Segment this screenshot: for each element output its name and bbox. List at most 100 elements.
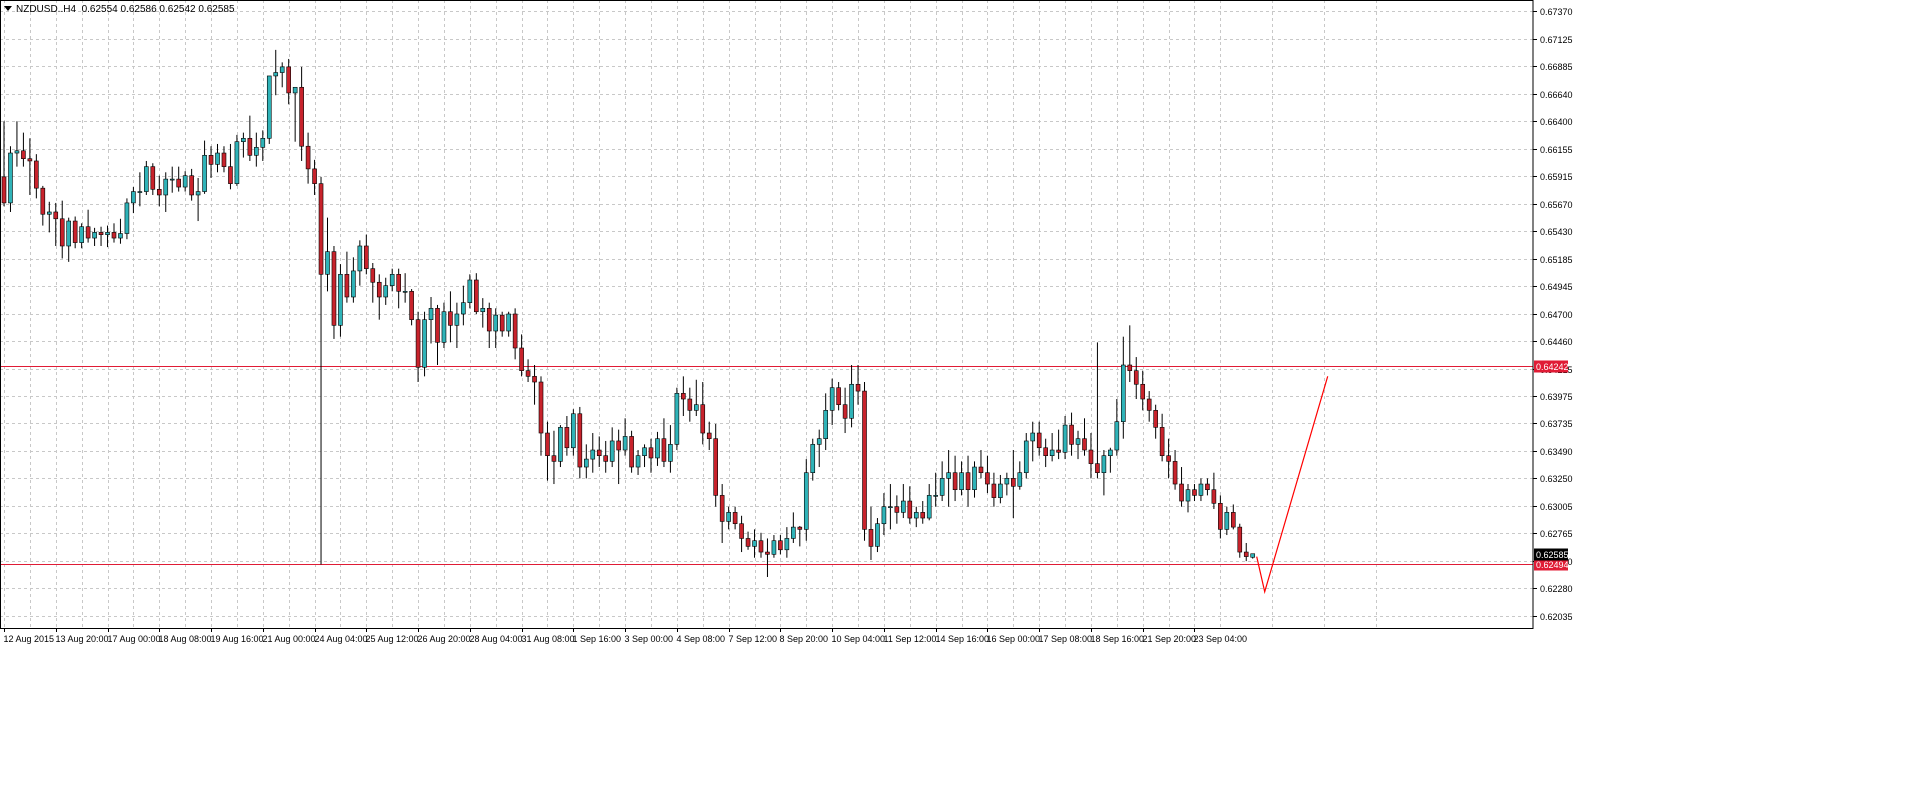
candle-bear: [189, 175, 194, 196]
candle-bull: [105, 232, 110, 235]
candle-bull: [131, 191, 136, 204]
candle-bear: [156, 189, 162, 196]
candle-bull: [771, 540, 777, 555]
candle-bull: [279, 66, 285, 73]
candle-bull: [693, 404, 699, 411]
y-tick-label: 0.63490: [1540, 447, 1573, 457]
x-tick-label: 23 Sep 04:00: [1194, 634, 1248, 644]
candle-bear: [1231, 512, 1236, 528]
candle-bull: [823, 410, 828, 439]
level-label: 0.64242: [1536, 362, 1569, 372]
candle-bear: [34, 160, 39, 189]
candle-bear: [1166, 455, 1171, 462]
candle-bear: [745, 538, 751, 547]
candle-bear: [661, 438, 667, 462]
candle-bear: [1153, 410, 1158, 428]
candle-bear: [797, 526, 803, 530]
candle-bear: [448, 311, 453, 326]
candle-bear: [525, 370, 531, 377]
candle-bear: [842, 404, 848, 419]
candle-bull: [215, 152, 220, 165]
candle-bear: [648, 447, 654, 459]
y-tick-label: 0.64460: [1540, 337, 1573, 347]
candle-bear: [1095, 463, 1100, 474]
x-tick-label: 18 Sep 16:00: [1091, 634, 1145, 644]
y-tick-label: 0.64700: [1540, 310, 1573, 320]
candle-bear: [53, 211, 59, 220]
candle-bull: [816, 438, 822, 445]
candle-bear: [596, 449, 602, 456]
candle-bull: [357, 245, 363, 272]
x-tick-label: 26 Aug 20:00: [418, 634, 471, 644]
level-label-box: [1534, 558, 1568, 571]
candle-bear: [176, 178, 181, 188]
y-tick-label: 0.66155: [1540, 145, 1573, 155]
candle-bear: [486, 308, 492, 332]
candle-bear: [1011, 478, 1016, 487]
x-tick-label: 19 Aug 16:00: [211, 634, 264, 644]
candle-bull: [195, 191, 201, 196]
candle-bull: [1224, 512, 1230, 530]
candle-bull: [441, 311, 447, 343]
x-tick-label: 16 Sep 00:00: [987, 634, 1041, 644]
candle-bear: [318, 183, 324, 275]
candle-bull: [506, 313, 511, 332]
candle-bull: [642, 447, 647, 456]
candle-bull: [1114, 421, 1120, 451]
x-tick-label: 31 Aug 08:00: [522, 634, 575, 644]
candle-bull: [1049, 449, 1055, 456]
symbol-header[interactable]: NZDUSD..H4 0.62554 0.62586 0.62542 0.625…: [4, 4, 235, 15]
candle-bear: [1192, 489, 1197, 496]
y-tick-label: 0.66400: [1540, 117, 1573, 127]
candle-bull: [163, 178, 169, 196]
candle-bear: [681, 393, 686, 400]
candle-bear: [1069, 424, 1074, 445]
x-tick-label: 21 Aug 00:00: [263, 634, 316, 644]
candle-bull: [1030, 432, 1036, 442]
y-tick-label: 0.65915: [1540, 172, 1573, 182]
candle-bear: [27, 158, 33, 162]
candle-bull: [888, 506, 893, 509]
candle-bear: [965, 472, 971, 491]
candle-bull: [590, 449, 596, 460]
y-tick-label: 0.65185: [1540, 255, 1573, 265]
candle-bull: [875, 523, 880, 547]
candle-bear: [1205, 483, 1210, 491]
ohlc-values: 0.62554 0.62586 0.62542 0.62585: [81, 4, 235, 15]
candle-bear: [228, 166, 233, 184]
candle-bull: [881, 506, 887, 525]
y-tick-label: 0.62765: [1540, 529, 1573, 539]
candle-bull: [1250, 553, 1256, 558]
candle-bear: [532, 376, 537, 383]
y-tick-label: 0.63735: [1540, 419, 1573, 429]
candle-bull: [389, 274, 395, 286]
candle-bear: [1140, 383, 1146, 400]
dropdown-arrow-icon[interactable]: [4, 6, 12, 11]
candle-bull: [668, 444, 673, 462]
candle-bull: [402, 291, 408, 293]
x-tick-label: 7 Sep 12:00: [729, 634, 778, 644]
y-tick-label: 0.65430: [1540, 227, 1573, 237]
y-tick-label: 0.63005: [1540, 502, 1573, 512]
y-tick-label: 0.62280: [1540, 584, 1573, 594]
candle-bear: [700, 404, 706, 434]
x-tick-label: 10 Sep 04:00: [832, 634, 886, 644]
candle-bear: [208, 154, 214, 165]
candle-bear: [713, 438, 719, 496]
candle-bull: [66, 220, 71, 247]
candle-bull: [260, 137, 266, 148]
candle-bear: [551, 455, 557, 462]
grid-lines: [0, 0, 1533, 628]
candle-bear: [519, 347, 524, 371]
x-tick-label: 28 Aug 04:00: [470, 634, 523, 644]
candle-bear: [474, 279, 479, 313]
candle-bear: [538, 381, 544, 434]
candle-bear: [1218, 503, 1223, 530]
axes: 0.67370 0.67125 0.66885 0.66640 0.66400 0.661…: [0, 0, 1573, 644]
candle-bear: [312, 168, 317, 184]
candle-bull: [202, 154, 207, 192]
x-tick-label: 8 Sep 20:00: [780, 634, 829, 644]
